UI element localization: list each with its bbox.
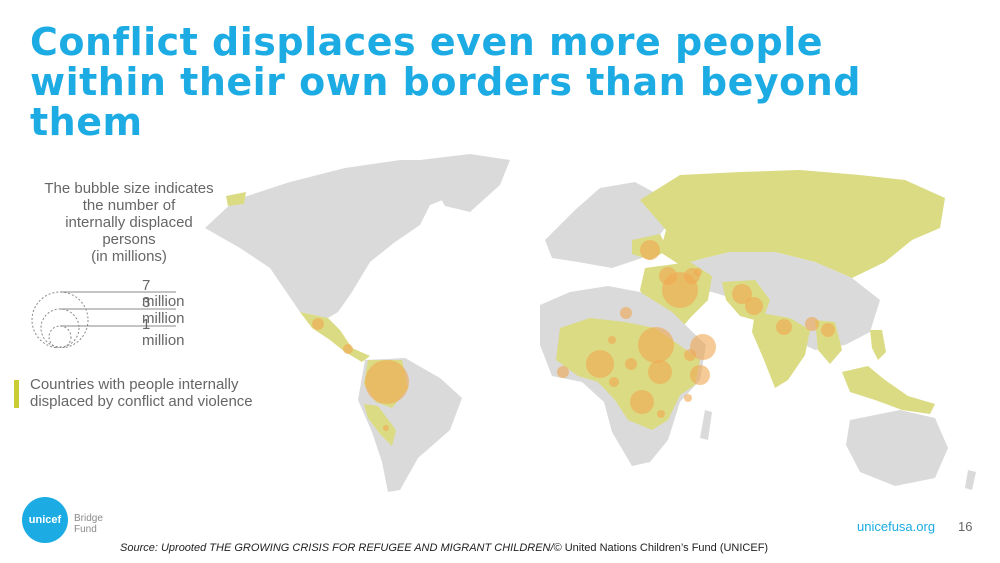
- bubble-cameroon: [609, 377, 619, 387]
- site-url[interactable]: unicefusa.org: [857, 519, 936, 534]
- scale-circle-1m: [48, 325, 72, 348]
- scale-label-3m: 3 million: [142, 294, 185, 327]
- bubble-libya: [620, 307, 632, 319]
- bubble-car: [625, 358, 637, 370]
- bubble-peru: [383, 425, 389, 431]
- bubble-yemen: [690, 334, 716, 360]
- countries-key-line: Countries with people internally: [30, 376, 239, 393]
- bubble-caucasus: [694, 268, 702, 276]
- bubbles: [312, 240, 835, 431]
- page-number: 16: [958, 519, 973, 534]
- logo-line: Bridge: [74, 513, 103, 524]
- bubble-ukraine: [640, 240, 660, 260]
- scale-label-1m: 1 million: [142, 316, 185, 349]
- bubble-kenya: [684, 394, 692, 402]
- map-india: [752, 312, 810, 388]
- world-map: [205, 154, 976, 492]
- source-rest: © United Nations Children’s Fund (UNICEF…: [553, 542, 769, 554]
- unicef-bridge-fund-logo: unicef Bridge Fund: [22, 497, 122, 543]
- bubble-somalia: [690, 365, 710, 385]
- bubble-pakistan: [745, 297, 763, 315]
- map-madagascar: [700, 410, 712, 440]
- map-peru: [364, 404, 396, 446]
- countries-key-line: displaced by conflict and violence: [30, 393, 253, 410]
- bubble-india: [776, 319, 792, 335]
- bubble-mali: [557, 366, 569, 378]
- scale-circle-3m: [40, 308, 80, 348]
- legend-line: internally displaced: [65, 214, 193, 231]
- countries-key-swatch: [14, 380, 19, 408]
- scale-circles: [31, 291, 176, 348]
- countries-key: Countries with people internally displac…: [14, 376, 314, 410]
- map-greenland: [420, 154, 510, 212]
- map-alaska: [226, 192, 246, 206]
- logo-text: Bridge Fund: [74, 513, 103, 535]
- bubble-chad: [608, 336, 616, 344]
- bubble-legend-text: The bubble size indicates the number of …: [14, 180, 244, 265]
- bubble-burundi: [657, 410, 665, 418]
- legend-line: The bubble size indicates: [44, 180, 214, 197]
- bubble-south-sudan: [648, 360, 672, 384]
- bubble-mexico: [312, 318, 324, 330]
- bubble-bangladesh: [821, 323, 835, 337]
- source-citation: Source: Uprooted THE GROWING CRISIS FOR …: [120, 542, 768, 554]
- scale-label-7m: 7 million: [142, 277, 185, 310]
- map-australia: [846, 410, 948, 486]
- map-new-zealand: [965, 470, 976, 490]
- bubble-myanmar: [805, 317, 819, 331]
- bubble-drc: [630, 390, 654, 414]
- source-title: Uprooted THE GROWING CRISIS FOR REFUGEE …: [160, 542, 554, 554]
- bubble-size-scale: 7 million 3 million 1 million: [30, 277, 190, 349]
- bubble-afghanistan: [732, 284, 752, 304]
- map-russia: [640, 170, 945, 278]
- logo-line: Fund: [74, 524, 97, 535]
- bubble-ethiopia: [684, 349, 696, 361]
- legend-line: the number of: [82, 197, 176, 214]
- map-philippines: [870, 330, 886, 360]
- map-sea-islands: [842, 366, 935, 414]
- scale-circle-7m: [31, 291, 89, 348]
- bubble-central-america: [343, 344, 353, 354]
- unicef-logo-icon: unicef: [22, 497, 68, 543]
- legend-line: persons: [102, 231, 156, 248]
- bubble-nigeria: [586, 350, 614, 378]
- source-prefix: Source:: [120, 542, 161, 554]
- map-mexico-central-america: [300, 312, 370, 362]
- map-north-america: [205, 160, 470, 318]
- page-title: Conflict displaces even more people with…: [30, 20, 861, 144]
- bubble-sudan: [638, 327, 674, 363]
- bubble-colombia: [365, 360, 409, 404]
- legend-line: (in millions): [91, 248, 167, 265]
